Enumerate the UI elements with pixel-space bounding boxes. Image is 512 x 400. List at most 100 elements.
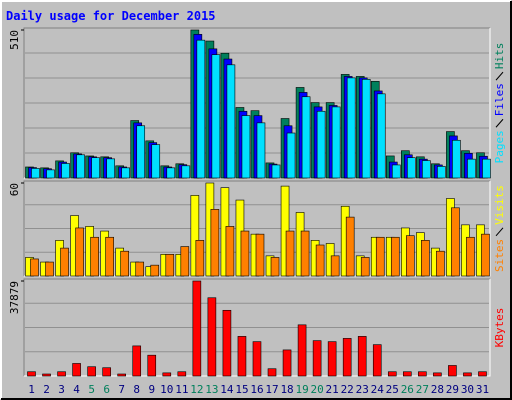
bar bbox=[467, 158, 476, 179]
bar bbox=[75, 227, 84, 277]
bar bbox=[357, 336, 367, 377]
legend-label: Sites bbox=[493, 239, 506, 272]
bar bbox=[406, 235, 415, 277]
bar bbox=[482, 158, 491, 179]
y-tick-label: 60 bbox=[8, 183, 21, 196]
legend-label: Visits bbox=[493, 185, 506, 225]
x-tick-label: 21 bbox=[326, 383, 339, 396]
bar bbox=[240, 230, 250, 277]
bar bbox=[87, 366, 96, 377]
x-tick-label: 3 bbox=[58, 383, 65, 396]
bar bbox=[418, 371, 427, 377]
bar bbox=[451, 207, 460, 277]
bar bbox=[327, 341, 337, 377]
bar bbox=[437, 166, 446, 179]
x-tick-label: 20 bbox=[311, 383, 324, 396]
bar bbox=[165, 254, 175, 277]
bar bbox=[448, 365, 457, 377]
bar bbox=[181, 165, 191, 179]
bar bbox=[346, 77, 356, 179]
bar bbox=[136, 125, 146, 179]
bar bbox=[297, 324, 307, 377]
bar bbox=[267, 368, 277, 377]
bar bbox=[237, 336, 247, 377]
bar bbox=[210, 209, 220, 277]
bevel bbox=[23, 27, 490, 178]
x-tick-label: 11 bbox=[175, 383, 188, 396]
bar bbox=[147, 354, 157, 377]
bar bbox=[150, 264, 160, 277]
chart-title: Daily usage for December 2015 bbox=[6, 9, 216, 23]
x-tick-label: 27 bbox=[416, 383, 429, 396]
bar bbox=[452, 139, 461, 179]
bar bbox=[166, 167, 176, 179]
x-tick-label: 30 bbox=[461, 383, 474, 396]
bar bbox=[375, 236, 385, 277]
bar bbox=[180, 246, 190, 277]
bar bbox=[361, 79, 371, 179]
bar bbox=[132, 345, 142, 377]
bar bbox=[330, 255, 340, 277]
bar bbox=[207, 297, 217, 377]
bar bbox=[91, 157, 100, 179]
bar bbox=[105, 236, 114, 277]
bar bbox=[196, 39, 206, 179]
bar bbox=[211, 54, 221, 179]
bar bbox=[301, 96, 311, 179]
x-tick-label: 23 bbox=[356, 383, 369, 396]
x-tick-label: 13 bbox=[205, 383, 218, 396]
x-tick-label: 12 bbox=[190, 383, 203, 396]
bar bbox=[60, 247, 69, 277]
bar bbox=[225, 226, 235, 277]
bar bbox=[241, 115, 251, 179]
bar bbox=[270, 257, 280, 277]
bar bbox=[466, 236, 475, 277]
legend-separator bbox=[495, 118, 504, 128]
x-tick-label: 15 bbox=[235, 383, 248, 396]
x-tick-label: 10 bbox=[160, 383, 173, 396]
bar bbox=[46, 169, 55, 179]
bar bbox=[285, 230, 295, 277]
bar bbox=[30, 258, 39, 277]
bar bbox=[162, 372, 172, 377]
x-tick-label: 17 bbox=[265, 383, 278, 396]
x-tick-label: 29 bbox=[446, 383, 459, 396]
x-tick-label: 1 bbox=[28, 383, 35, 396]
bar bbox=[271, 164, 281, 179]
x-tick-label: 18 bbox=[280, 383, 293, 396]
x-tick-label: 8 bbox=[133, 383, 140, 396]
x-tick-label: 24 bbox=[371, 383, 385, 396]
legend-label: KBytes bbox=[493, 308, 506, 348]
x-tick-label: 19 bbox=[295, 383, 308, 396]
x-tick-label: 9 bbox=[148, 383, 155, 396]
bar bbox=[372, 344, 382, 377]
bar bbox=[151, 144, 161, 179]
legend-label: Files bbox=[493, 83, 506, 116]
legend-label: Pages bbox=[493, 130, 506, 163]
bar bbox=[300, 230, 310, 277]
bevel bbox=[23, 180, 490, 276]
bar bbox=[45, 261, 54, 277]
x-tick-label: 16 bbox=[250, 383, 263, 396]
x-tick-label: 26 bbox=[401, 383, 414, 396]
bar bbox=[463, 372, 472, 377]
bar bbox=[390, 236, 400, 277]
bar bbox=[106, 158, 115, 179]
legend-label: Hits bbox=[493, 43, 506, 70]
bar bbox=[255, 233, 265, 277]
bar bbox=[481, 233, 490, 277]
legend-separator bbox=[495, 227, 504, 237]
y-tick-label: 37879 bbox=[8, 281, 21, 314]
bar bbox=[102, 367, 111, 377]
bar bbox=[391, 164, 401, 179]
x-tick-label: 6 bbox=[103, 383, 110, 396]
bar bbox=[256, 122, 266, 179]
bar bbox=[190, 195, 200, 277]
bar bbox=[360, 257, 370, 277]
bar bbox=[222, 309, 232, 377]
bar bbox=[387, 371, 397, 377]
x-tick-label: 28 bbox=[431, 383, 444, 396]
bar bbox=[226, 64, 236, 179]
